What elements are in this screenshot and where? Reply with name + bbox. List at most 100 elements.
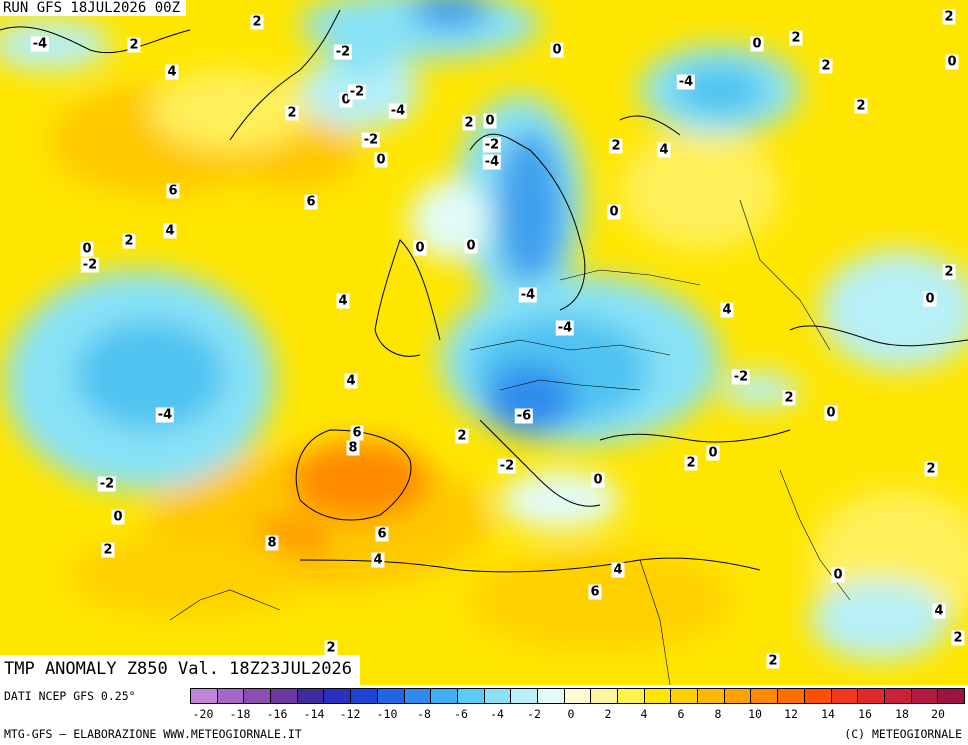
contour-label: 4 — [165, 64, 179, 80]
legend-tick: 4 — [640, 707, 648, 721]
color-legend — [190, 688, 965, 704]
legend-swatch — [618, 689, 645, 703]
legend-tick: -10 — [376, 707, 398, 721]
contour-label: 4 — [611, 562, 625, 578]
legend-tick: 8 — [714, 707, 722, 721]
contour-label: 0 — [550, 42, 564, 58]
contour-label: 2 — [789, 30, 803, 46]
run-title: RUN GFS 18JUL2026 00Z — [0, 0, 187, 16]
legend-tick: 18 — [895, 707, 909, 721]
contour-label: 0 — [750, 36, 764, 52]
field-title: TMP ANOMALY Z850 Val. 18Z23JUL2026 — [0, 655, 360, 685]
contour-label: 0 — [464, 238, 478, 254]
legend-tick: 20 — [931, 707, 945, 721]
legend-swatch — [671, 689, 699, 703]
contour-label: 4 — [371, 552, 385, 568]
contour-label: 0 — [483, 113, 497, 129]
contour-label: -4 — [30, 36, 50, 52]
contour-label: -6 — [514, 408, 534, 424]
legend-swatch — [271, 689, 298, 703]
contour-label: 2 — [609, 138, 623, 154]
contour-label: -2 — [497, 458, 517, 474]
contour-label: 0 — [607, 204, 621, 220]
legend-swatch — [698, 689, 725, 703]
legend-swatch — [804, 689, 832, 703]
contour-label: 2 — [924, 461, 938, 477]
contour-label: 4 — [336, 293, 350, 309]
contour-label: 2 — [462, 115, 476, 131]
copyright-text: (C) METEOGIORNALE — [844, 727, 962, 741]
legend-swatch — [537, 689, 565, 703]
legend-tick-labels: -20 -18 -16 -14 -12 -10 -8 -6 -4 -2 0 2 4 6 8 10 12 14 16 1… — [190, 707, 965, 721]
legend-swatch — [404, 689, 432, 703]
contour-label: 2 — [127, 37, 141, 53]
source-text: DATI NCEP GFS 0.25° — [4, 689, 136, 703]
contour-label: -4 — [155, 407, 175, 423]
legend-swatch — [377, 689, 405, 703]
contour-label: 0 — [706, 445, 720, 461]
contour-label: -2 — [333, 44, 353, 60]
temperature-anomaly-map: -4 2 4 2 -2 0 -2 2 -4 -2 0 2 0 -2 -4 0 0 2 2 2 0 -4 2 2 4 6 6 4 2 0 0-… — [0, 0, 968, 685]
contour-label: 4 — [657, 142, 671, 158]
legend-swatch — [858, 689, 885, 703]
contour-label: 8 — [346, 440, 360, 456]
legend-tick: 0 — [567, 707, 575, 721]
credit-text: MTG-GFS — ELABORAZIONE WWW.METEOGIORNALE… — [4, 727, 302, 741]
contour-label: -4 — [388, 103, 408, 119]
legend-tick: -2 — [527, 707, 541, 721]
contour-label: 0 — [413, 240, 427, 256]
contour-label: 2 — [285, 105, 299, 121]
contour-label: 0 — [374, 152, 388, 168]
contour-label: 2 — [942, 264, 956, 280]
contour-label: -2 — [361, 132, 381, 148]
legend-swatch — [244, 689, 272, 703]
contour-label: 2 — [854, 98, 868, 114]
legend-tick: -4 — [490, 707, 504, 721]
legend-tick: 14 — [821, 707, 835, 721]
legend-tick: -6 — [454, 707, 468, 721]
contour-label: 2 — [819, 58, 833, 74]
legend-swatch — [644, 689, 672, 703]
legend-swatch — [324, 689, 352, 703]
legend-tick: -20 — [192, 707, 214, 721]
legend-swatch — [911, 689, 939, 703]
contour-label: -2 — [97, 476, 117, 492]
legend-tick: 6 — [677, 707, 685, 721]
legend-tick: -8 — [417, 707, 431, 721]
contour-label: 6 — [350, 425, 364, 441]
contour-label: 0 — [945, 54, 959, 70]
legend-tick: 16 — [858, 707, 872, 721]
anomaly-shading — [0, 0, 968, 660]
contour-label: 0 — [824, 405, 838, 421]
contour-label: -4 — [555, 320, 575, 336]
legend-swatch — [351, 689, 378, 703]
legend-swatch — [884, 689, 912, 703]
contour-label: -4 — [676, 74, 696, 90]
contour-label: 4 — [163, 223, 177, 239]
contour-label: 0 — [80, 241, 94, 257]
legend-swatch — [191, 689, 218, 703]
contour-label: -4 — [482, 154, 502, 170]
contour-label: 8 — [265, 535, 279, 551]
contour-label: 6 — [304, 194, 318, 210]
legend-swatch — [484, 689, 512, 703]
legend-tick: -16 — [266, 707, 288, 721]
legend-tick: 2 — [604, 707, 612, 721]
contour-label: 2 — [324, 640, 338, 656]
contour-label: 6 — [588, 584, 602, 600]
contour-label: 2 — [766, 653, 780, 669]
contour-label: 2 — [684, 455, 698, 471]
contour-label: -2 — [347, 84, 367, 100]
contour-label: -2 — [482, 137, 502, 153]
contour-label: -2 — [731, 369, 751, 385]
contour-label: 2 — [455, 428, 469, 444]
contour-label: -4 — [518, 287, 538, 303]
legend-tick: -14 — [303, 707, 325, 721]
footer-bar: DATI NCEP GFS 0.25° -20 -18 -16 -14 -12 -10 -8… — [0, 685, 968, 745]
legend-tick: -18 — [229, 707, 251, 721]
legend-tick: 10 — [748, 707, 762, 721]
contour-label: 4 — [344, 373, 358, 389]
legend-swatch — [751, 689, 779, 703]
legend-swatch — [511, 689, 538, 703]
legend-swatch — [778, 689, 805, 703]
